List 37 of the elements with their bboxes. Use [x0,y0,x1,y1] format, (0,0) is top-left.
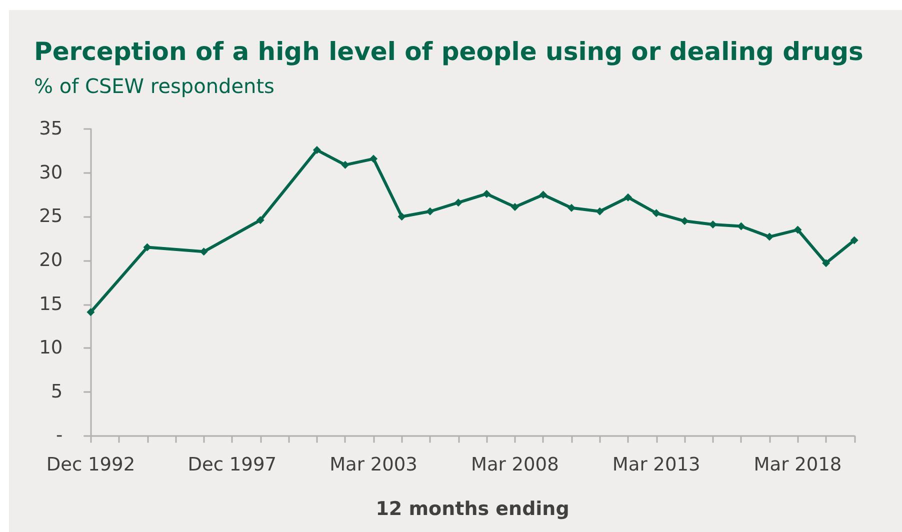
point [765,232,774,241]
x-tick-label: Dec 1997 [188,454,276,476]
y-tick-label: 35 [39,118,63,140]
x-tick-label: Mar 2013 [612,454,700,476]
chart-subtitle: % of CSEW respondents [34,74,274,98]
y-tick-label: - [56,425,63,446]
y-tick-label: 25 [39,206,63,228]
y-tick-label: 15 [39,294,63,315]
point [482,190,491,198]
point [454,198,462,207]
x-axis-title: 12 months ending [376,498,570,520]
point [398,212,406,221]
point [567,204,576,212]
chart-title: Perception of a high level of people using or dealing drugs [34,37,864,66]
point [312,146,321,154]
point [510,202,519,211]
point [256,216,264,224]
x-tick-label: Mar 2018 [754,454,842,476]
y-tick-label: 10 [39,338,63,359]
point [426,207,434,216]
y-tick-label: 5 [50,381,63,402]
point [341,160,350,169]
point [822,259,830,268]
x-tick-label: Mar 2008 [470,454,559,476]
point [370,154,378,163]
x-tick-label: Dec 1992 [46,454,136,476]
point [680,217,689,226]
x-tick-label: Mar 2003 [330,454,418,476]
point [794,226,802,234]
point [86,308,95,316]
y-tick-label: 20 [39,250,63,271]
point [652,209,660,218]
point [624,193,632,202]
point [200,248,208,256]
point [539,190,548,199]
y-tick-label: 30 [39,162,63,184]
point [850,236,858,244]
